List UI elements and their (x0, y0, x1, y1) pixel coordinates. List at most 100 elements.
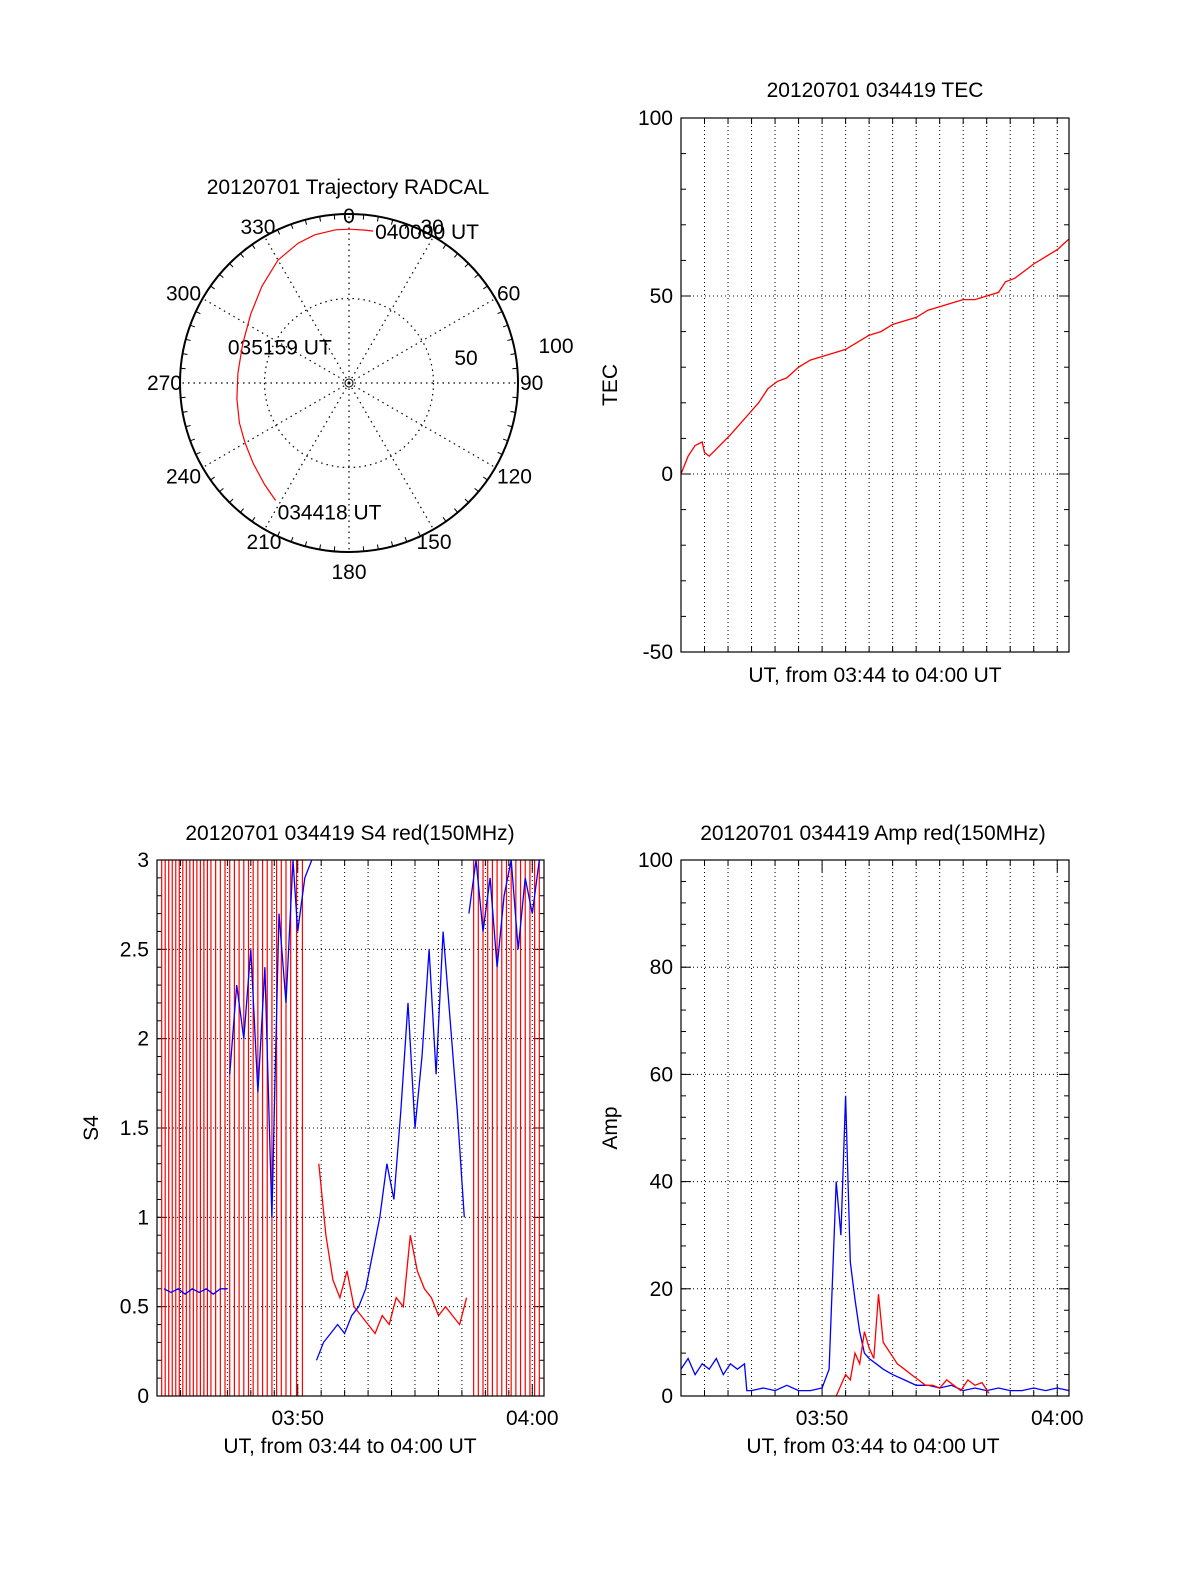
amp-xlabel: UT, from 03:44 to 04:00 UT (746, 1435, 999, 1458)
polar-radial-label-100: 100 (538, 335, 573, 358)
amp-ylabel: Amp (599, 1106, 622, 1149)
tec-ytick-label: 0 (661, 463, 673, 486)
amp-title: 20120701 034419 Amp red(150MHz) (700, 822, 1046, 845)
s4-panel: 20120701 034419 S4 red(150MHz) S4 UT, fr… (80, 822, 559, 1458)
amp-ytick-label: 40 (650, 1171, 673, 1194)
amp-line-blue (681, 1095, 1069, 1392)
polar-center-mark (344, 378, 354, 388)
tec-plot-area: -50 0 50 100 (638, 107, 1070, 664)
polar-angle-label-60: 60 (497, 283, 520, 306)
amp-line-red (835, 1294, 990, 1396)
polar-minor-tick (404, 224, 408, 230)
s4-line-blue (229, 860, 313, 1218)
polar-minor-tick (454, 253, 459, 258)
polar-angle-label-0: 0 (343, 205, 355, 228)
polar-minor-tick (510, 410, 516, 413)
amp-xtick-label: 04:00 (1031, 1407, 1084, 1430)
polar-minor-tick (277, 229, 281, 235)
amp-ytick-label: 20 (650, 1278, 673, 1301)
s4-ylabel: S4 (80, 1115, 103, 1141)
polar-spoke-30 (348, 236, 435, 384)
trajectory-annotation: 034418 UT (278, 502, 382, 525)
tec-ylabel: TEC (599, 364, 622, 406)
polar-minor-tick (190, 438, 196, 442)
polar-minor-tick (195, 451, 201, 455)
s4-xtick-label: 03:50 (271, 1407, 324, 1430)
s4-line-blue (163, 1288, 228, 1296)
polar-minor-tick (229, 498, 234, 503)
trajectory-annotation: 040000 UT (375, 221, 479, 244)
tec-ytick-label: -50 (643, 641, 673, 664)
polar-minor-tick (376, 544, 379, 550)
polar-minor-tick (319, 544, 322, 550)
polar-minor-tick (239, 508, 244, 513)
trajectory-line (236, 228, 374, 501)
polar-series (236, 228, 374, 501)
amp-frame (680, 859, 1070, 1397)
polar-labels: 0 30 60 90 120 150 180 210 240 270 300 330 50 100 0400… (147, 205, 574, 584)
polar-minor-tick (195, 311, 201, 315)
polar-minor-tick (376, 216, 379, 222)
polar-outer-circle (179, 213, 519, 553)
s4-title: 20120701 034419 S4 red(150MHz) (185, 822, 514, 845)
polar-angle-label-270: 270 (147, 372, 182, 395)
s4-xlabel: UT, from 03:44 to 04:00 UT (223, 1435, 476, 1458)
s4-series-group (161, 860, 540, 1396)
s4-line-red (318, 1163, 468, 1335)
polar-minor-tick (304, 219, 308, 225)
polar-grid (179, 213, 519, 553)
polar-minor-tick (507, 338, 513, 342)
s4-xtick-label: 04:00 (506, 1407, 559, 1430)
polar-minor-tick (497, 451, 503, 455)
polar-ring-50 (263, 297, 435, 469)
s4-ytick-label: 3 (137, 849, 149, 872)
polar-minor-tick (474, 273, 479, 278)
polar-minor-tick (290, 536, 294, 542)
s4-ytick-label: 0 (137, 1385, 149, 1408)
polar-minor-tick (464, 263, 469, 268)
amp-series-group (681, 1095, 1069, 1396)
polar-minor-tick (442, 517, 447, 522)
tec-ytick-label: 100 (638, 107, 673, 130)
polar-spoke-210 (263, 382, 350, 530)
tec-series-group (681, 238, 1069, 475)
amp-ytick-label: 80 (650, 956, 673, 979)
polar-minor-tick (210, 476, 215, 481)
polar-minor-tick (251, 244, 256, 249)
polar-minor-tick (182, 353, 188, 356)
amp-ytick-label: 60 (650, 1063, 673, 1086)
polar-angle-label-120: 120 (497, 466, 532, 489)
polar-angle-label-150: 150 (417, 531, 452, 554)
polar-minor-tick (277, 531, 281, 537)
amp-ytick-label: 100 (638, 849, 673, 872)
polar-minor-tick (219, 273, 224, 278)
polar-spoke-120 (348, 382, 496, 469)
trajectory-annotation: 035159 UT (228, 336, 332, 359)
polar-minor-tick (229, 263, 234, 268)
polar-minor-tick (474, 488, 479, 493)
polar-angle-label-240: 240 (166, 466, 201, 489)
polar-minor-tick (510, 353, 516, 356)
s4-ytick-label: 1.5 (120, 1117, 149, 1140)
polar-minor-tick (190, 324, 196, 328)
tec-xlabel: UT, from 03:44 to 04:00 UT (748, 664, 1001, 687)
polar-angle-label-90: 90 (520, 372, 543, 395)
polar-minor-tick (185, 338, 191, 342)
polar-minor-tick (497, 311, 503, 315)
polar-minor-tick (185, 424, 191, 428)
polar-spoke-300 (202, 297, 350, 384)
s4-ytick-label: 2 (137, 1028, 149, 1051)
amp-panel: 20120701 034419 Amp red(150MHz) Amp UT, … (599, 822, 1084, 1458)
trajectory-title: 20120701 Trajectory RADCAL (207, 176, 490, 199)
polar-minor-tick (319, 216, 322, 222)
polar-minor-tick (483, 285, 488, 290)
amp-plot-area: 0 20 40 60 80 100 03:50 04:00 (638, 849, 1084, 1430)
polar-angle-label-210: 210 (246, 531, 281, 554)
polar-angle-label-30: 30 (421, 216, 444, 239)
tec-frame (680, 117, 1070, 653)
tec-ytick-label: 50 (650, 285, 673, 308)
polar-minor-tick (507, 424, 513, 428)
polar-minor-tick (182, 410, 188, 413)
polar-angle-label-300: 300 (166, 283, 201, 306)
polar-minor-tick (304, 541, 308, 547)
